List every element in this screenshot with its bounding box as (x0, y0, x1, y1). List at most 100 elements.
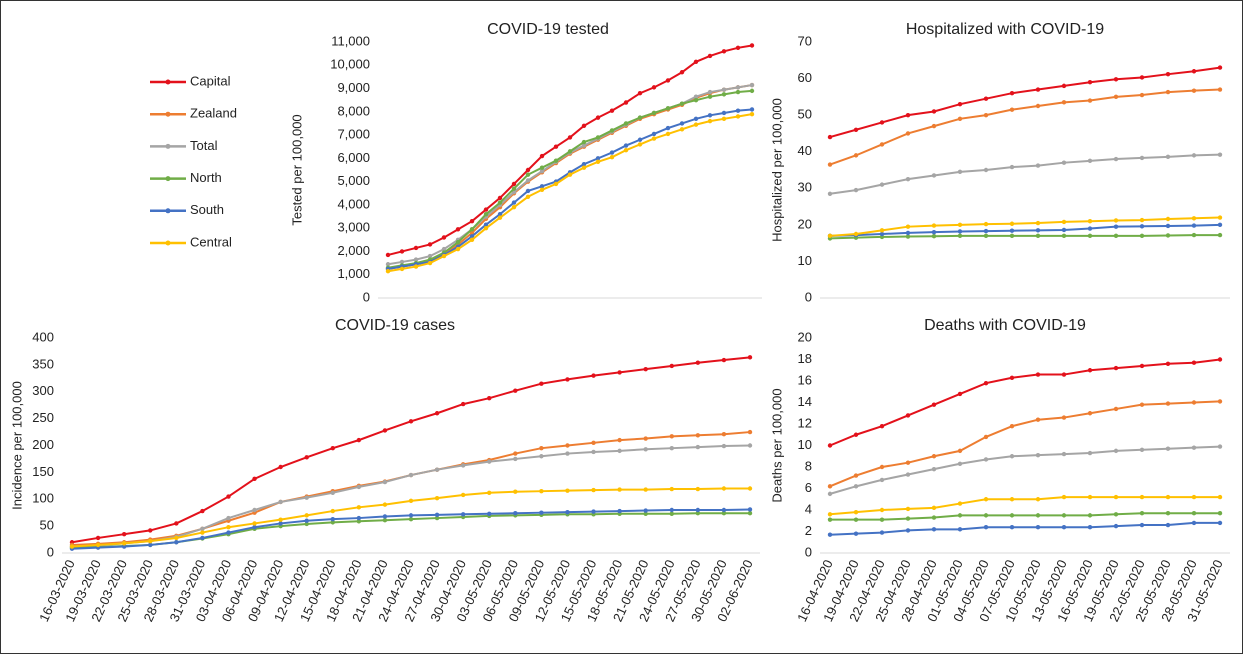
data-point (1191, 153, 1197, 158)
data-point (1165, 223, 1171, 229)
data-point (747, 486, 753, 491)
data-point (1009, 375, 1015, 380)
data-point (983, 167, 989, 173)
data-point (95, 542, 101, 548)
data-point (1217, 511, 1223, 516)
data-point (148, 538, 153, 544)
data-point (460, 463, 466, 468)
data-point (330, 508, 335, 514)
data-point (693, 97, 699, 103)
data-point (539, 488, 544, 494)
data-point (539, 187, 545, 192)
data-point (497, 195, 503, 201)
data-point (385, 252, 391, 258)
data-point (669, 486, 674, 492)
data-point (1165, 154, 1171, 160)
data-point (434, 515, 440, 521)
data-point (669, 445, 674, 451)
data-point (623, 100, 629, 105)
data-point (1139, 75, 1145, 80)
data-point (905, 516, 911, 521)
data-point (382, 518, 388, 523)
data-point (1061, 451, 1067, 457)
data-point (408, 516, 414, 522)
data-point (356, 437, 362, 443)
legend-label: Capital (190, 73, 231, 88)
data-point (931, 233, 937, 239)
y-tick-label: 20 (798, 329, 812, 344)
data-point (609, 155, 615, 160)
data-point (553, 181, 559, 187)
y-tick-label: 5,000 (337, 173, 370, 188)
y-tick-label: 250 (32, 410, 54, 425)
data-point (539, 445, 544, 451)
data-point (749, 111, 755, 117)
series-line (829, 234, 1220, 240)
data-point (1139, 522, 1145, 528)
data-point (1009, 525, 1015, 530)
series-line (830, 512, 1220, 521)
data-point (1217, 520, 1223, 526)
data-point (1191, 445, 1197, 450)
data-point (879, 477, 885, 483)
data-point (905, 506, 911, 512)
data-point (827, 233, 833, 239)
data-point (356, 505, 362, 510)
data-point (1139, 92, 1145, 98)
data-point (827, 532, 833, 537)
data-point (252, 476, 257, 482)
data-point (957, 391, 963, 397)
data-point (721, 511, 727, 516)
data-point (1087, 80, 1093, 85)
data-point (226, 494, 231, 499)
data-point (1035, 513, 1041, 518)
data-point (1191, 520, 1197, 526)
data-point (651, 136, 657, 141)
y-tick-label: 6,000 (337, 150, 370, 165)
data-point (721, 49, 727, 54)
data-point (1087, 158, 1093, 164)
data-point (983, 96, 989, 101)
data-point (747, 429, 753, 435)
data-point (853, 484, 859, 489)
data-point (1087, 494, 1093, 500)
data-point (749, 43, 755, 48)
data-point (525, 188, 531, 194)
data-point (1191, 360, 1197, 365)
data-point (1113, 77, 1119, 82)
data-point (693, 59, 699, 64)
data-point (1165, 216, 1171, 222)
data-point (957, 513, 963, 518)
data-point (483, 222, 489, 227)
data-point (1061, 372, 1067, 377)
data-point (721, 507, 727, 513)
y-tick-label: 300 (32, 383, 54, 398)
data-point (591, 509, 596, 514)
data-point (1113, 218, 1119, 223)
data-point (1139, 363, 1145, 369)
data-point (252, 521, 257, 526)
data-point (827, 512, 833, 517)
data-point (1061, 513, 1067, 518)
data-point (565, 451, 570, 456)
data-point (669, 511, 674, 516)
data-point (525, 167, 531, 173)
data-point (1191, 88, 1197, 93)
data-point (695, 444, 701, 450)
data-point (427, 253, 433, 259)
data-point (278, 499, 283, 505)
data-point (623, 121, 629, 126)
legend-marker (165, 79, 171, 85)
data-point (1009, 497, 1015, 502)
data-point (511, 186, 517, 191)
data-point (1191, 494, 1197, 500)
data-point (1139, 511, 1145, 516)
data-point (460, 512, 466, 517)
data-point (1191, 511, 1197, 516)
data-point (487, 490, 492, 495)
data-point (226, 525, 231, 530)
data-point (827, 134, 833, 140)
data-point (931, 402, 937, 407)
data-point (957, 461, 963, 466)
data-point (721, 486, 727, 491)
